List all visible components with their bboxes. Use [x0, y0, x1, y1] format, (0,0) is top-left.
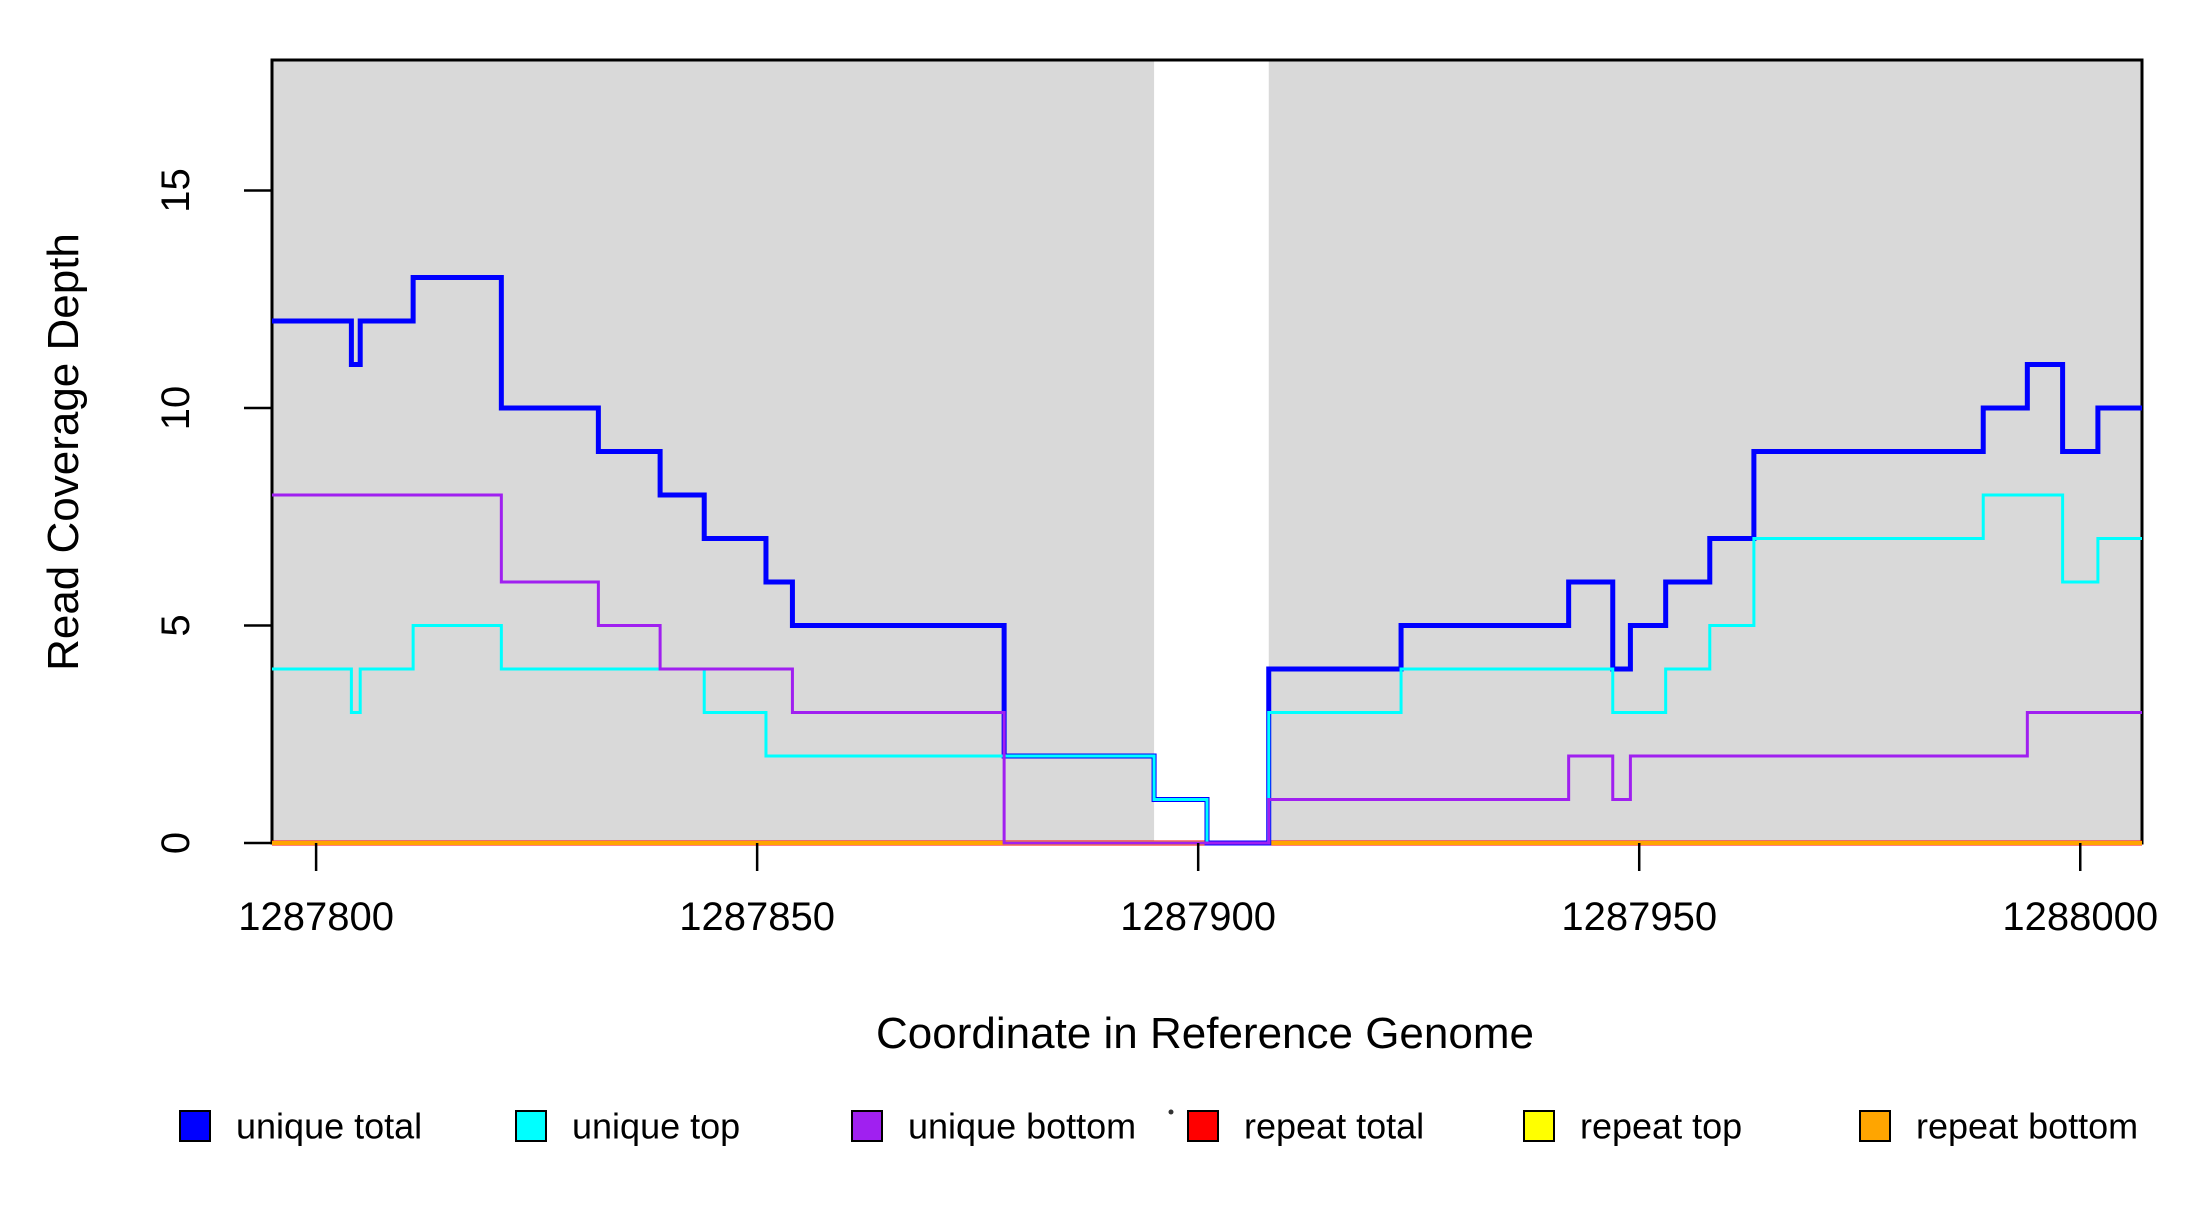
- legend-swatch-repeat-bottom: [1859, 1110, 1891, 1142]
- y-tick-label: 10: [154, 386, 198, 431]
- left-gray-block: [272, 60, 1155, 843]
- y-tick-label: 5: [154, 614, 198, 636]
- x-axis-title: Coordinate in Reference Genome: [876, 1009, 1534, 1058]
- legend-label: unique top: [572, 1106, 740, 1147]
- series-line-unique-bottom: [272, 493, 2142, 845]
- legend-label: repeat total: [1244, 1106, 1424, 1147]
- legend-label: unique bottom: [908, 1106, 1136, 1147]
- legend-swatch-unique-total: [179, 1110, 211, 1142]
- y-tick-label: 0: [154, 832, 198, 854]
- shaded-regions: [272, 60, 2142, 843]
- x-tick-label: 1287850: [679, 895, 835, 939]
- x-tick-label: 1287800: [238, 895, 394, 939]
- series-line-unique-top: [272, 493, 2142, 845]
- legend-swatch-unique-top: [515, 1110, 547, 1142]
- x-tick-label: 1287900: [1120, 895, 1276, 939]
- right-gray-block: [1268, 60, 2142, 843]
- legend-label: repeat top: [1580, 1106, 1742, 1147]
- x-tick-label: 1287950: [1561, 895, 1717, 939]
- series-lines: [272, 275, 2142, 846]
- x-tick-label: 1288000: [2002, 895, 2158, 939]
- legend-label: repeat bottom: [1916, 1106, 2138, 1147]
- y-tick-label: 15: [154, 168, 198, 213]
- axes: 1287800 1287850 1287900 1287950 1288000 0 5 10 1…: [154, 168, 2158, 939]
- legend-label: unique total: [236, 1106, 422, 1147]
- y-axis-title: Read Coverage Depth: [39, 233, 88, 671]
- legend-swatch-repeat-total: [1187, 1110, 1219, 1142]
- legend-stray-dot: [1168, 1109, 1174, 1115]
- legend-swatch-repeat-top: [1523, 1110, 1555, 1142]
- legend-swatch-unique-bottom: [851, 1110, 883, 1142]
- legend: unique total unique top unique bottom repea…: [179, 1106, 2138, 1147]
